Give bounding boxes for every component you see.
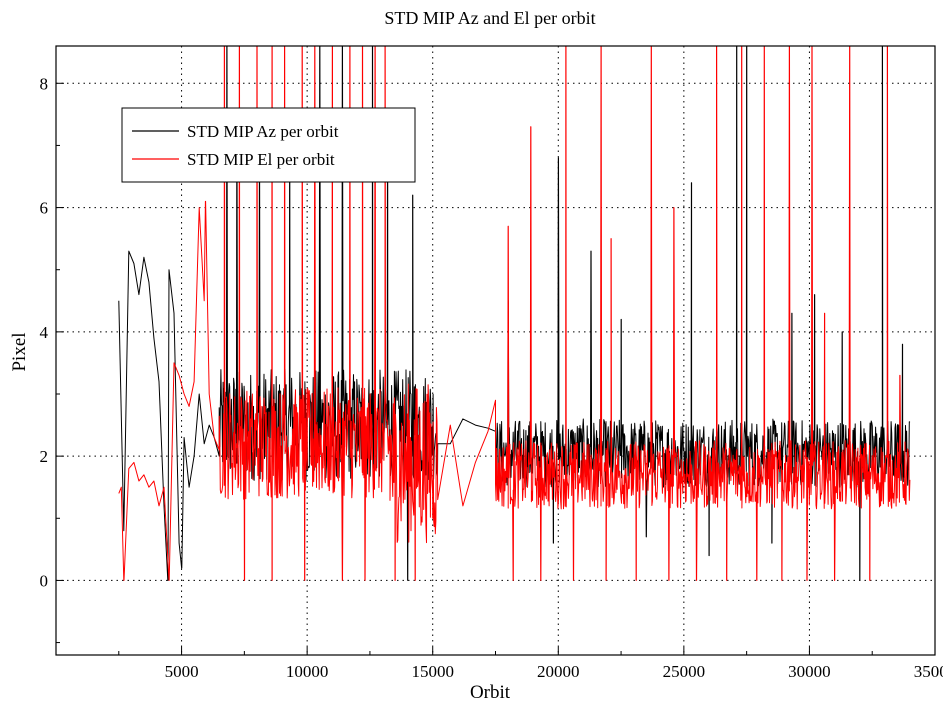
y-axis-title: Pixel	[9, 332, 30, 371]
series-line-el	[118, 45, 911, 581]
legend-label-az: STD MIP Az per orbit	[187, 122, 339, 141]
x-axis-ticks: 5000 10000 15000 20000 25000 30000 35000	[118, 647, 943, 681]
legend-label-el: STD MIP El per orbit	[187, 150, 335, 169]
plot-area	[118, 45, 911, 581]
x-tick-label: 20000	[537, 662, 580, 681]
legend: STD MIP Az per orbit STD MIP El per orbi…	[121, 107, 416, 183]
legend-box	[121, 107, 416, 183]
x-tick-label: 35000	[914, 662, 943, 681]
y-tick-label: 4	[40, 323, 49, 342]
y-axis-ticks: 0 2 4 6 8	[40, 74, 64, 644]
x-tick-label: 5000	[165, 662, 199, 681]
chart-title: STD MIP Az and El per orbit	[384, 8, 595, 28]
x-axis-title: Orbit	[470, 682, 511, 703]
y-tick-label: 0	[40, 571, 49, 590]
x-tick-label: 25000	[663, 662, 706, 681]
y-tick-label: 8	[40, 74, 49, 93]
x-tick-label: 15000	[411, 662, 454, 681]
y-tick-label: 6	[40, 199, 49, 218]
x-tick-label: 30000	[788, 662, 831, 681]
x-tick-label: 10000	[286, 662, 329, 681]
y-tick-label: 2	[40, 447, 49, 466]
